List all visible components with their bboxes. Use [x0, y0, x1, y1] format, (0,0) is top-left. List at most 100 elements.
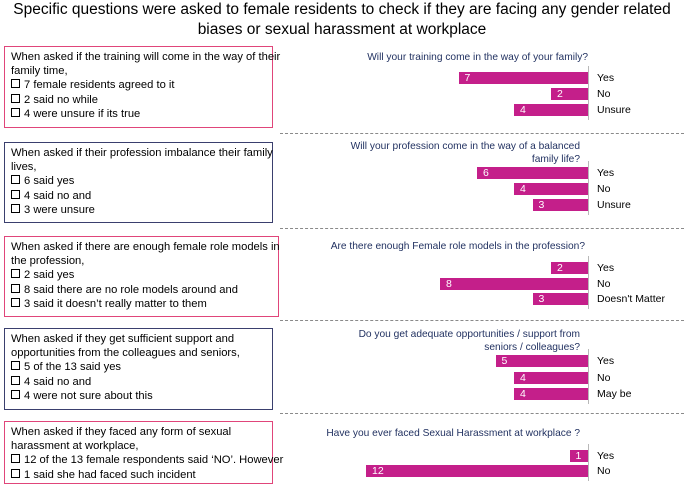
checkbox-icon — [11, 93, 20, 103]
summary-box-support: When asked if they get sufficient suppor… — [4, 328, 273, 410]
chart-data-label: 3 — [538, 199, 545, 211]
chart-question-line: Will your profession come in the way of … — [350, 141, 580, 152]
chart-category-label: No — [597, 278, 611, 290]
chart-bar — [514, 104, 588, 116]
chart-category-label: Unsure — [597, 199, 631, 211]
chart-category-label: Unsure — [597, 104, 631, 116]
box-intro-line: family time, — [11, 65, 68, 78]
chart-category-label: Doesn't Matter — [597, 293, 665, 305]
checkbox-icon — [11, 189, 20, 199]
box-bullet-item: 3 said it doesn’t really matter to them — [11, 297, 272, 311]
chart-data-label: 7 — [464, 72, 471, 84]
chart-data-label: 1 — [575, 450, 582, 462]
chart-axis-line — [588, 161, 589, 215]
summary-box-training: When asked if the training will come in … — [4, 46, 281, 128]
box-bullet-item: 6 said yes — [11, 174, 266, 188]
chart-question-line: Are there enough Female role models in t… — [330, 241, 585, 252]
box-bullet-item: 4 said no and — [11, 375, 266, 389]
chart-axis-line — [588, 444, 589, 481]
box-intro-line: lives, — [11, 161, 37, 174]
box-bullet-item: 1 said she had faced such incident — [11, 468, 266, 482]
chart-data-label: 4 — [520, 388, 526, 400]
box-bullet-item: 2 said yes — [11, 268, 272, 282]
box-bullet-item: 3 were unsure — [11, 203, 266, 217]
chart-bar — [366, 465, 588, 477]
chart-axis-line — [588, 66, 589, 120]
chart-question-line: family life? — [531, 153, 580, 165]
page-title: Specific questions were asked to female … — [13, 1, 671, 38]
chart-category-label: No — [597, 465, 611, 477]
box-bullet-item: 5 of the 13 said yes — [11, 360, 266, 374]
box-intro-line: When asked if they get sufficient suppor… — [11, 333, 235, 345]
section-divider — [280, 320, 684, 321]
box-intro-line: When asked if they faced any form of sex… — [11, 426, 232, 438]
chart-category-label: No — [597, 372, 611, 384]
chart-category-label: No — [597, 88, 611, 100]
checkbox-icon — [11, 107, 20, 117]
chart-axis-line — [588, 349, 589, 404]
box-intro-line: the profession, — [11, 255, 85, 268]
chart-question-line: Will your training come in the way of yo… — [367, 52, 588, 63]
chart-data-label: 3 — [538, 293, 545, 305]
checkbox-icon — [11, 175, 20, 185]
section-divider — [280, 133, 684, 134]
chart-bar — [532, 199, 588, 211]
chart-data-label: 4 — [520, 372, 526, 384]
box-intro-line: harassment at workplace, — [11, 440, 139, 453]
chart-question-line: Do you get adequate opportunities / supp… — [358, 329, 580, 340]
box-bullet-item: 12 of the 13 female respondents said ‘NO… — [11, 453, 283, 467]
section-divider — [280, 413, 684, 414]
chart-category-label: No — [597, 183, 611, 195]
chart-bar — [514, 372, 588, 384]
box-intro-line: When asked if the training will come in … — [11, 51, 281, 63]
chart-axis-line — [588, 256, 589, 309]
box-intro-line: When asked if their profession imbalance… — [11, 147, 273, 159]
summary-box-role-models: When asked if there are enough female ro… — [4, 236, 280, 317]
chart-data-label: 2 — [557, 262, 563, 274]
checkbox-icon — [11, 361, 20, 371]
chart-bar — [551, 262, 588, 274]
checkbox-icon — [11, 297, 20, 307]
checkbox-icon — [11, 79, 20, 89]
chart-bar — [569, 450, 588, 462]
chart-category-label: May be — [597, 388, 632, 400]
chart-bar — [514, 183, 588, 195]
checkbox-icon — [11, 389, 20, 399]
chart-category-label: Yes — [597, 355, 615, 367]
chart-bar — [440, 278, 588, 290]
chart-bar — [477, 167, 588, 179]
box-bullet-item: 4 said no and — [11, 189, 266, 203]
chart-data-label: 4 — [520, 104, 526, 116]
checkbox-icon — [11, 283, 20, 293]
chart-question-line: Have you ever faced Sexual Harassment at… — [326, 428, 580, 439]
chart-category-label: Yes — [597, 167, 615, 179]
chart-bar — [495, 355, 588, 367]
chart-bar — [458, 72, 588, 84]
chart-data-label: 12 — [372, 465, 384, 477]
chart-data-label: 4 — [520, 183, 526, 195]
checkbox-icon — [11, 468, 20, 478]
chart-data-label: 8 — [446, 278, 452, 290]
chart-data-label: 2 — [557, 88, 563, 100]
chart-category-label: Yes — [597, 262, 615, 274]
summary-box-harassment: When asked if they faced any form of sex… — [4, 421, 283, 484]
summary-box-profession: When asked if their profession imbalance… — [4, 142, 273, 223]
chart-category-label: Yes — [597, 72, 615, 84]
section-divider — [280, 228, 684, 229]
box-bullet-item: 7 female residents agreed to it — [11, 78, 266, 92]
chart-category-label: Yes — [597, 450, 615, 462]
chart-question-line: seniors / colleagues? — [484, 341, 580, 353]
box-bullet-item: 4 were not sure about this — [11, 389, 266, 403]
chart-bar — [551, 88, 588, 100]
checkbox-icon — [11, 203, 20, 213]
box-intro-line: opportunities from the colleagues and se… — [11, 347, 240, 360]
box-intro-line: When asked if there are enough female ro… — [11, 241, 280, 253]
checkbox-icon — [11, 375, 20, 385]
checkbox-icon — [11, 454, 20, 464]
checkbox-icon — [11, 269, 20, 279]
chart-bar — [532, 293, 588, 305]
box-bullet-item: 4 were unsure if its true — [11, 107, 266, 121]
chart-bar — [514, 388, 588, 400]
chart-data-label: 6 — [483, 167, 489, 179]
